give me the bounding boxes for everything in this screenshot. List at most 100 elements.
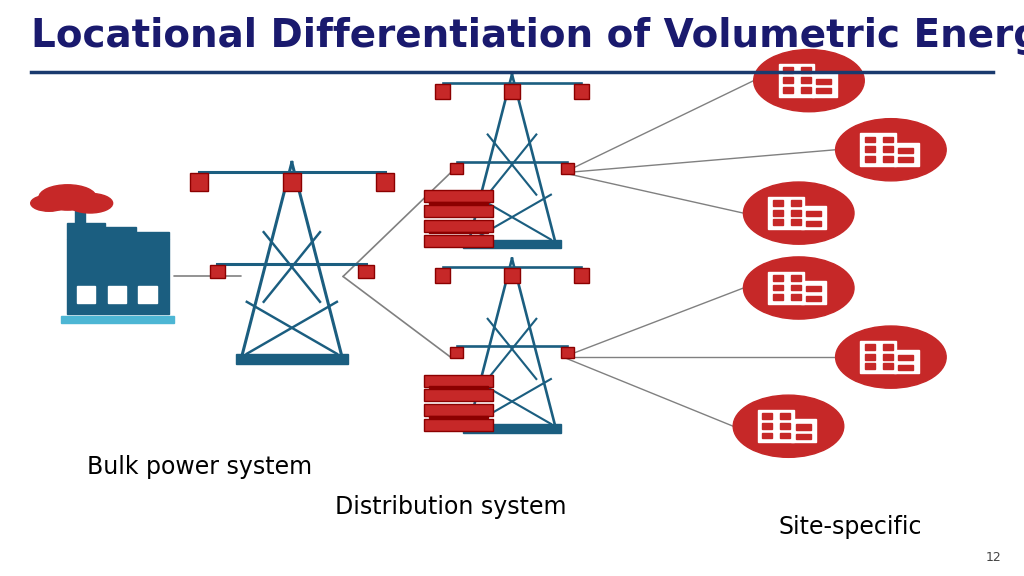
Ellipse shape bbox=[31, 195, 68, 211]
FancyBboxPatch shape bbox=[424, 389, 493, 401]
FancyBboxPatch shape bbox=[773, 219, 782, 225]
FancyBboxPatch shape bbox=[898, 365, 913, 370]
FancyBboxPatch shape bbox=[806, 286, 821, 291]
FancyBboxPatch shape bbox=[773, 210, 782, 215]
Text: Distribution system: Distribution system bbox=[335, 495, 566, 519]
FancyBboxPatch shape bbox=[783, 67, 793, 73]
FancyBboxPatch shape bbox=[763, 423, 772, 429]
FancyBboxPatch shape bbox=[783, 77, 793, 83]
FancyBboxPatch shape bbox=[791, 275, 801, 281]
FancyBboxPatch shape bbox=[865, 156, 874, 162]
FancyBboxPatch shape bbox=[429, 416, 487, 418]
FancyBboxPatch shape bbox=[763, 413, 772, 419]
FancyBboxPatch shape bbox=[424, 419, 493, 431]
FancyBboxPatch shape bbox=[424, 404, 493, 416]
FancyBboxPatch shape bbox=[894, 350, 919, 373]
FancyBboxPatch shape bbox=[796, 434, 811, 439]
FancyBboxPatch shape bbox=[768, 271, 804, 304]
FancyBboxPatch shape bbox=[138, 286, 157, 303]
FancyBboxPatch shape bbox=[450, 163, 463, 174]
FancyBboxPatch shape bbox=[424, 190, 493, 202]
FancyBboxPatch shape bbox=[883, 156, 893, 162]
FancyBboxPatch shape bbox=[463, 424, 561, 433]
FancyBboxPatch shape bbox=[504, 84, 520, 99]
FancyBboxPatch shape bbox=[860, 133, 896, 166]
FancyBboxPatch shape bbox=[573, 84, 589, 99]
FancyBboxPatch shape bbox=[791, 200, 801, 206]
FancyBboxPatch shape bbox=[802, 206, 826, 229]
FancyBboxPatch shape bbox=[791, 285, 801, 290]
FancyBboxPatch shape bbox=[424, 205, 493, 217]
Circle shape bbox=[743, 257, 854, 319]
Circle shape bbox=[743, 182, 854, 244]
FancyBboxPatch shape bbox=[796, 425, 811, 430]
FancyBboxPatch shape bbox=[865, 354, 874, 359]
FancyBboxPatch shape bbox=[561, 163, 574, 174]
FancyBboxPatch shape bbox=[801, 77, 811, 83]
FancyBboxPatch shape bbox=[898, 157, 913, 162]
Text: Site-specific: Site-specific bbox=[778, 515, 922, 539]
FancyBboxPatch shape bbox=[136, 232, 169, 239]
FancyBboxPatch shape bbox=[883, 137, 893, 142]
FancyBboxPatch shape bbox=[780, 423, 791, 429]
FancyBboxPatch shape bbox=[898, 355, 913, 361]
FancyBboxPatch shape bbox=[802, 281, 826, 304]
FancyBboxPatch shape bbox=[450, 347, 463, 358]
Text: Locational Differentiation of Volumetric Energy Charge: Locational Differentiation of Volumetric… bbox=[31, 17, 1024, 55]
FancyBboxPatch shape bbox=[883, 344, 893, 350]
FancyBboxPatch shape bbox=[758, 410, 794, 442]
FancyBboxPatch shape bbox=[435, 268, 451, 283]
FancyBboxPatch shape bbox=[812, 74, 837, 97]
FancyBboxPatch shape bbox=[67, 239, 169, 314]
Text: 12: 12 bbox=[986, 551, 1001, 564]
FancyBboxPatch shape bbox=[573, 268, 589, 283]
Circle shape bbox=[754, 50, 864, 112]
FancyBboxPatch shape bbox=[791, 219, 801, 225]
FancyBboxPatch shape bbox=[898, 148, 913, 153]
FancyBboxPatch shape bbox=[561, 347, 574, 358]
FancyBboxPatch shape bbox=[105, 227, 136, 239]
FancyBboxPatch shape bbox=[865, 137, 874, 142]
Ellipse shape bbox=[39, 185, 96, 210]
FancyBboxPatch shape bbox=[792, 419, 816, 442]
FancyBboxPatch shape bbox=[791, 210, 801, 215]
FancyBboxPatch shape bbox=[816, 88, 831, 93]
FancyBboxPatch shape bbox=[801, 67, 811, 73]
FancyBboxPatch shape bbox=[77, 286, 95, 303]
Ellipse shape bbox=[68, 194, 113, 213]
FancyBboxPatch shape bbox=[429, 202, 487, 204]
FancyBboxPatch shape bbox=[791, 294, 801, 300]
FancyBboxPatch shape bbox=[780, 433, 791, 438]
FancyBboxPatch shape bbox=[75, 206, 85, 222]
FancyBboxPatch shape bbox=[816, 79, 831, 84]
FancyBboxPatch shape bbox=[773, 294, 782, 300]
FancyBboxPatch shape bbox=[61, 316, 174, 323]
FancyBboxPatch shape bbox=[773, 200, 782, 206]
FancyBboxPatch shape bbox=[883, 363, 893, 369]
Circle shape bbox=[733, 395, 844, 457]
FancyBboxPatch shape bbox=[376, 173, 394, 191]
FancyBboxPatch shape bbox=[283, 173, 301, 191]
FancyBboxPatch shape bbox=[806, 295, 821, 301]
FancyBboxPatch shape bbox=[463, 240, 561, 248]
FancyBboxPatch shape bbox=[67, 222, 105, 239]
FancyBboxPatch shape bbox=[860, 340, 896, 373]
Circle shape bbox=[836, 326, 946, 388]
FancyBboxPatch shape bbox=[773, 275, 782, 281]
FancyBboxPatch shape bbox=[783, 87, 793, 93]
FancyBboxPatch shape bbox=[429, 232, 487, 233]
FancyBboxPatch shape bbox=[504, 268, 520, 283]
FancyBboxPatch shape bbox=[236, 354, 348, 364]
Text: Bulk power system: Bulk power system bbox=[87, 454, 312, 479]
FancyBboxPatch shape bbox=[435, 84, 451, 99]
FancyBboxPatch shape bbox=[210, 265, 225, 278]
FancyBboxPatch shape bbox=[806, 211, 821, 217]
FancyBboxPatch shape bbox=[780, 413, 791, 419]
FancyBboxPatch shape bbox=[883, 146, 893, 152]
FancyBboxPatch shape bbox=[358, 265, 374, 278]
FancyBboxPatch shape bbox=[429, 386, 487, 388]
FancyBboxPatch shape bbox=[768, 196, 804, 229]
Circle shape bbox=[836, 119, 946, 181]
FancyBboxPatch shape bbox=[865, 363, 874, 369]
FancyBboxPatch shape bbox=[424, 220, 493, 232]
